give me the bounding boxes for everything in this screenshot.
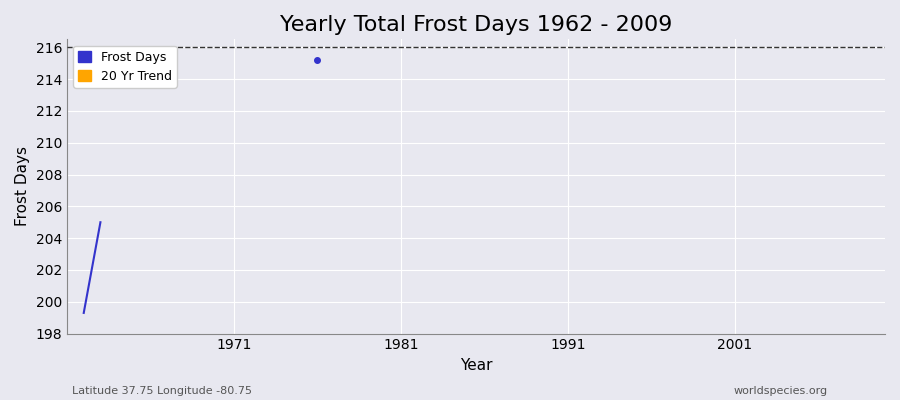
Title: Yearly Total Frost Days 1962 - 2009: Yearly Total Frost Days 1962 - 2009 bbox=[280, 15, 672, 35]
X-axis label: Year: Year bbox=[460, 358, 492, 373]
Text: Latitude 37.75 Longitude -80.75: Latitude 37.75 Longitude -80.75 bbox=[72, 386, 252, 396]
Legend: Frost Days, 20 Yr Trend: Frost Days, 20 Yr Trend bbox=[73, 46, 176, 88]
Text: worldspecies.org: worldspecies.org bbox=[734, 386, 828, 396]
Y-axis label: Frost Days: Frost Days bbox=[15, 146, 30, 226]
